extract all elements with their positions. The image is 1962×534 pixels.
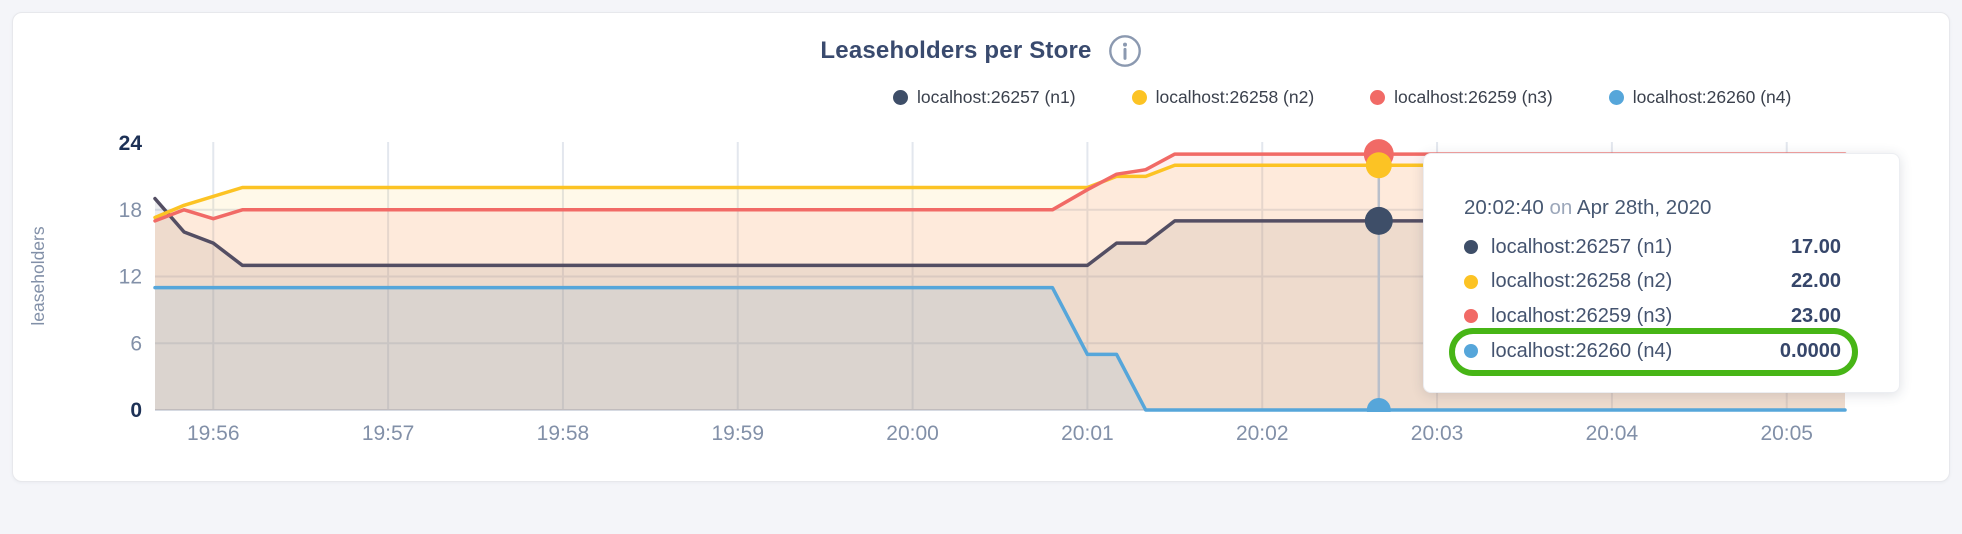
- legend-item-n4[interactable]: localhost:26260 (n4): [1608, 87, 1792, 108]
- x-axis-labels: 19:56 19:57 19:58 19:59 20:00 20:01 20:02 20:03…: [187, 422, 1813, 445]
- chart-tooltip: 20:02:40 on Apr 28th, 2020 localhost:262…: [1423, 153, 1900, 393]
- tooltip-timestamp: 20:02:40 on Apr 28th, 2020: [1464, 194, 1841, 222]
- svg-text:20:01: 20:01: [1061, 422, 1114, 445]
- svg-text:20:03: 20:03: [1411, 422, 1464, 445]
- svg-text:24: 24: [119, 132, 143, 155]
- legend-dot: [1370, 90, 1386, 105]
- tooltip-time: 20:02:40: [1464, 196, 1544, 219]
- tooltip-series-label: localhost:26257 (n1): [1491, 235, 1673, 258]
- tooltip-row-n1: localhost:26257 (n1) 17.00: [1464, 230, 1841, 265]
- svg-text:0: 0: [130, 399, 142, 422]
- tooltip-connector: on: [1549, 196, 1573, 219]
- svg-text:20:04: 20:04: [1586, 422, 1639, 445]
- tooltip-rows: localhost:26257 (n1) 17.00 localhost:26258…: [1464, 230, 1841, 368]
- svg-text:20:00: 20:00: [886, 422, 939, 445]
- tooltip-date: Apr 28th, 2020: [1576, 196, 1712, 219]
- series-lines: [153, 152, 1847, 412]
- tooltip-row-n2: localhost:26258 (n2) 22.00: [1464, 265, 1841, 300]
- svg-text:20:05: 20:05: [1760, 422, 1813, 445]
- tooltip-series-value: 17.00: [1790, 235, 1841, 258]
- legend-label: localhost:26259 (n3): [1394, 87, 1553, 107]
- tooltip-series-value: 22.00: [1790, 270, 1841, 293]
- legend-item-n1[interactable]: localhost:26257 (n1): [893, 87, 1076, 108]
- tooltip-series-dot: [1464, 274, 1478, 289]
- legend-item-n3[interactable]: localhost:26259 (n3): [1370, 87, 1553, 108]
- tooltip-series-dot: [1464, 309, 1478, 324]
- svg-text:18: 18: [119, 199, 142, 222]
- tooltip-row-n3: localhost:26259 (n3) 23.00: [1464, 299, 1841, 334]
- legend-dot: [1608, 90, 1624, 105]
- legend-dot: [893, 90, 908, 105]
- tooltip-series-label: localhost:26258 (n2): [1491, 270, 1673, 293]
- legend-dot: [1131, 90, 1147, 105]
- tooltip-row-n4-highlighted: localhost:26260 (n4) 0.0000: [1464, 334, 1841, 369]
- svg-text:19:58: 19:58: [537, 422, 590, 445]
- chart-legend: localhost:26257 (n1) localhost:26258 (n2)…: [893, 87, 1791, 108]
- tooltip-series-value: 0.0000: [1779, 339, 1841, 362]
- tooltip-series-value: 23.00: [1790, 304, 1841, 327]
- svg-text:19:59: 19:59: [711, 422, 764, 445]
- svg-text:6: 6: [130, 332, 142, 355]
- y-axis-title: leaseholders: [28, 226, 48, 325]
- chart-title: Leaseholders per Store: [820, 37, 1092, 64]
- tooltip-series-label: localhost:26259 (n3): [1491, 304, 1673, 327]
- y-axis-labels: 0 6 12 18 24: [119, 132, 143, 422]
- legend-item-n2[interactable]: localhost:26258 (n2): [1131, 87, 1315, 108]
- info-icon[interactable]: [1108, 34, 1142, 68]
- tooltip-series-dot: [1464, 344, 1478, 359]
- legend-label: localhost:26260 (n4): [1632, 87, 1792, 107]
- legend-label: localhost:26257 (n1): [917, 87, 1076, 107]
- tooltip-series-label: localhost:26260 (n4): [1491, 339, 1673, 362]
- hover-dots: [1363, 139, 1394, 412]
- svg-text:19:57: 19:57: [362, 422, 415, 445]
- svg-text:19:56: 19:56: [187, 422, 240, 445]
- svg-text:12: 12: [119, 266, 142, 289]
- svg-text:20:02: 20:02: [1236, 422, 1289, 445]
- tooltip-series-dot: [1464, 240, 1478, 255]
- chart-header: Leaseholders per Store: [0, 34, 1962, 68]
- legend-label: localhost:26258 (n2): [1155, 87, 1315, 107]
